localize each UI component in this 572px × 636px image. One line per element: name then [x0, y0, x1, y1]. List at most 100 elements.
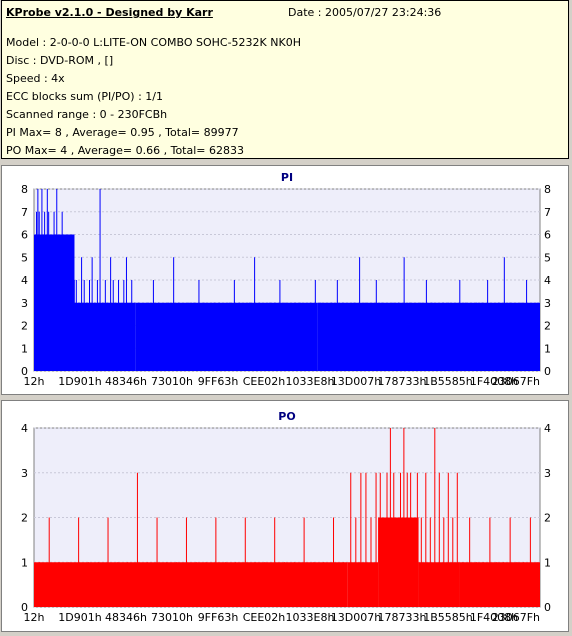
bar-base — [34, 562, 348, 607]
bar-spike — [48, 211, 50, 371]
bar-spike — [413, 517, 415, 607]
bar-spike — [429, 517, 431, 607]
speed-line: Speed : 4x — [6, 72, 65, 85]
bar-spike — [514, 325, 516, 371]
bar-spike — [193, 302, 195, 371]
y-tick-left: 8 — [21, 183, 28, 196]
y-tick-right: 0 — [544, 365, 551, 378]
bar-spike — [183, 325, 185, 371]
bar-spike — [299, 302, 301, 371]
bar-spike — [325, 325, 327, 371]
bar-spike — [107, 517, 109, 607]
bar-spike — [166, 562, 168, 607]
app-title: KProbe v2.1.0 - Designed by Karr — [6, 6, 213, 19]
po-summary-line: PO Max= 4 , Average= 0.66 , Total= 62833 — [6, 144, 244, 157]
bar-spike — [520, 302, 522, 371]
y-tick-left: 7 — [21, 206, 28, 219]
y-tick-right: 3 — [544, 467, 551, 480]
x-tick: 1033E8h — [286, 611, 335, 624]
bar-spike — [69, 280, 71, 371]
bar-spike — [104, 280, 106, 371]
y-tick-right: 1 — [544, 556, 551, 569]
bar-spike — [416, 472, 418, 607]
bar-spike — [464, 302, 466, 371]
bar-spike — [152, 280, 154, 371]
bar-spike — [254, 257, 256, 371]
bar-spike — [131, 280, 133, 371]
bar-spike — [68, 562, 70, 607]
y-tick-left: 5 — [21, 251, 28, 264]
x-tick: 23067Fh — [492, 375, 540, 388]
x-tick: 9FF63h — [198, 375, 239, 388]
y-tick-right: 0 — [544, 601, 551, 614]
bar-spike — [396, 517, 398, 607]
bar-spike — [254, 562, 256, 607]
x-tick: 13D007h — [331, 375, 381, 388]
bar-spike — [526, 280, 528, 371]
bar-spike — [115, 302, 117, 371]
bar-spike — [249, 302, 251, 371]
bar-spike — [58, 562, 60, 607]
bar-spike — [509, 517, 511, 607]
bar-spike — [383, 517, 385, 607]
bar-spike — [94, 302, 96, 371]
x-tick: 73010h — [151, 375, 193, 388]
bar-spike — [234, 562, 236, 607]
bar-base — [317, 302, 540, 371]
y-tick-left: 3 — [21, 467, 28, 480]
bar-spike — [442, 302, 444, 371]
y-tick-left: 2 — [21, 512, 28, 525]
bar-spike — [107, 302, 109, 371]
bar-spike — [78, 517, 80, 607]
chart-title: PO — [278, 410, 295, 423]
x-tick: 178733h — [378, 375, 427, 388]
bar-spike — [87, 562, 89, 607]
y-tick-left: 4 — [21, 274, 28, 287]
bar-base — [378, 517, 419, 607]
bar-spike — [123, 280, 125, 371]
x-tick: 1F4008h — [470, 611, 518, 624]
bar-spike — [492, 325, 494, 371]
bar-spike — [137, 302, 139, 371]
bar-spike — [375, 280, 377, 371]
bar-spike — [313, 562, 315, 607]
y-tick-left: 1 — [21, 342, 28, 355]
bar-spike — [294, 302, 296, 371]
model-line: Model : 2-0-0-0 L:LITE-ON COMBO SOHC-523… — [6, 36, 301, 49]
bar-spike — [244, 517, 246, 607]
bar-spike — [96, 280, 98, 371]
y-tick-left: 2 — [21, 320, 28, 333]
bar-spike — [48, 517, 50, 607]
x-tick: 178733h — [378, 611, 427, 624]
bar-spike — [64, 234, 66, 371]
y-tick-left: 0 — [21, 601, 28, 614]
bar-spike — [83, 280, 85, 371]
bar-spike — [42, 234, 44, 371]
bar-spike — [353, 302, 355, 371]
x-tick: 1F4008h — [470, 375, 518, 388]
x-tick: 13D007h — [331, 611, 381, 624]
bar-spike — [448, 302, 450, 371]
x-tick: 12h — [24, 611, 45, 624]
bar-spike — [502, 562, 504, 607]
bar-spike — [112, 280, 114, 371]
y-tick-right: 1 — [544, 342, 551, 355]
bar-spike — [81, 257, 83, 371]
bar-spike — [208, 325, 210, 371]
bar-spike — [347, 325, 349, 371]
bar-spike — [414, 325, 416, 371]
y-tick-right: 7 — [544, 206, 551, 219]
bar-spike — [375, 472, 377, 607]
bar-spike — [259, 302, 261, 371]
bar-spike — [238, 302, 240, 371]
chart-title: PI — [281, 171, 293, 184]
bar-spike — [350, 472, 352, 607]
bar-spike — [443, 517, 445, 607]
bar-spike — [379, 472, 381, 607]
bar-spike — [342, 302, 344, 371]
bar-spike — [420, 302, 422, 371]
bar-spike — [185, 517, 187, 607]
y-tick-right: 2 — [544, 320, 551, 333]
bar-spike — [117, 562, 119, 607]
bar-spike — [156, 517, 158, 607]
